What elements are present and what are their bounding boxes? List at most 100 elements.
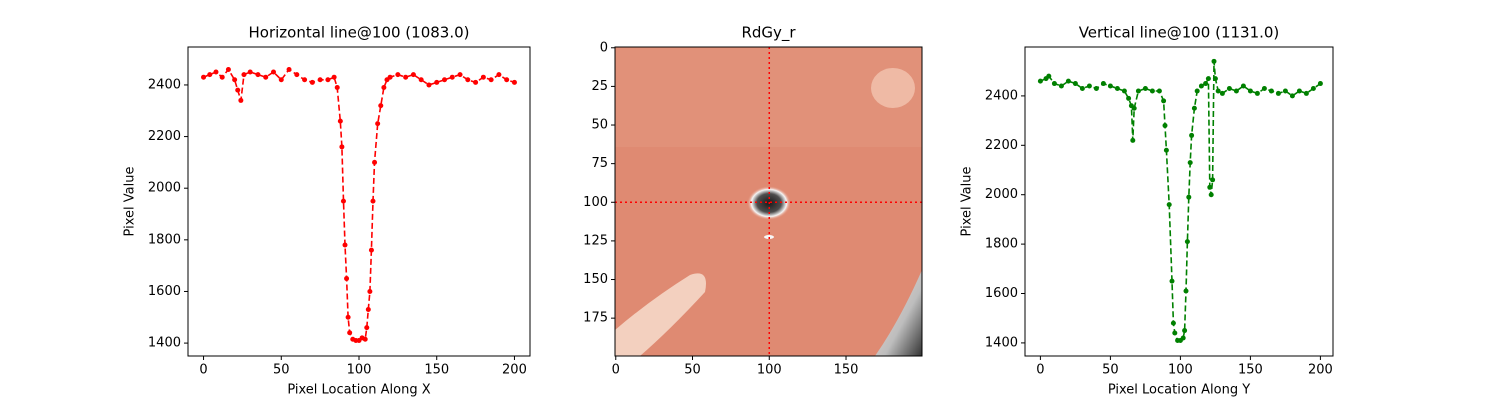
data-point [457, 72, 463, 78]
data-point [1296, 88, 1302, 94]
data-point [347, 330, 353, 336]
y-tick-label: 1400 [985, 335, 1018, 350]
data-point [368, 247, 374, 253]
data-point [1180, 335, 1186, 341]
data-point [309, 79, 315, 85]
chart-title: RdGy_r [741, 24, 796, 43]
data-point [1163, 147, 1169, 153]
axes-frame [614, 46, 923, 357]
data-point [1169, 278, 1175, 284]
data-point [1189, 132, 1195, 138]
data-point [201, 74, 207, 80]
data-point [364, 325, 370, 331]
image [615, 47, 922, 356]
image-shade [615, 47, 922, 147]
data-point [1215, 88, 1221, 94]
axes-frame [1024, 46, 1334, 357]
data-point [238, 97, 244, 103]
x-axis-label: Pixel Location Along Y [1108, 383, 1250, 398]
x-tick-label: 150 [834, 363, 859, 378]
data-point [1198, 83, 1204, 89]
series-line [1040, 61, 1321, 342]
data-point [1208, 192, 1214, 198]
y-tick-label: 125 [583, 233, 608, 248]
data-point [302, 77, 308, 83]
x-tick-label: 50 [684, 363, 701, 378]
data-point [1086, 83, 1092, 89]
data-point [1100, 81, 1106, 87]
data-point [1156, 88, 1162, 94]
data-point [1282, 88, 1288, 94]
data-point [1182, 328, 1188, 334]
chart-title: Horizontal line@100 (1083.0) [248, 24, 469, 42]
data-point [1210, 177, 1216, 183]
data-point [1191, 105, 1197, 111]
data-point [1183, 288, 1189, 294]
data-point [381, 85, 387, 91]
data-point [1289, 93, 1295, 99]
data-point [337, 118, 343, 124]
x-tick-label: 200 [1308, 363, 1333, 378]
data-point [1275, 90, 1281, 96]
data-point [395, 72, 401, 78]
data-point [488, 77, 494, 83]
data-point [1226, 85, 1232, 91]
x-tick-label: 50 [273, 363, 290, 378]
image-blob [615, 273, 706, 356]
data-point [496, 72, 502, 78]
data-point [325, 77, 331, 83]
data-point [1303, 90, 1309, 96]
data-point [1051, 81, 1057, 87]
y-tick-label: 150 [583, 272, 608, 287]
x-tick-label: 50 [1102, 363, 1119, 378]
data-point [1121, 88, 1127, 94]
data-point [1170, 320, 1176, 326]
y-tick-label: 2200 [148, 129, 181, 144]
x-axis-label: Pixel Location Along X [287, 383, 430, 398]
y-tick-label: 2400 [985, 88, 1018, 103]
data-point [344, 276, 350, 282]
x-tick-label: 100 [1168, 363, 1193, 378]
y-tick-label: 1800 [148, 232, 181, 247]
series-line [203, 68, 515, 342]
x-tick-label: 150 [424, 363, 449, 378]
y-tick-label: 1800 [985, 237, 1018, 252]
data-point [1114, 85, 1120, 91]
data-point [263, 74, 269, 80]
data-point [1186, 194, 1192, 200]
data-point [1247, 88, 1253, 94]
data-point [434, 79, 440, 85]
x-tick-label: 200 [502, 363, 527, 378]
data-point [387, 74, 393, 80]
data-point [1317, 81, 1323, 87]
data-point [1254, 90, 1260, 96]
y-axis-label: Pixel Value [960, 167, 975, 237]
data-point [504, 77, 510, 83]
data-point [375, 121, 381, 127]
data-point [317, 77, 323, 83]
data-point [1205, 76, 1211, 82]
data-point [1233, 88, 1239, 94]
data-point [442, 77, 447, 83]
y-tick-label: 100 [583, 195, 608, 210]
data-point [1046, 73, 1052, 79]
data-point [294, 72, 300, 78]
data-point [1203, 81, 1209, 87]
data-point [410, 72, 416, 78]
data-point [1261, 85, 1267, 91]
data-point [331, 74, 337, 80]
data-point [1184, 239, 1190, 245]
data-point [370, 198, 376, 204]
data-point [480, 74, 486, 80]
data-point [235, 87, 241, 93]
y-tick-label: 2200 [985, 138, 1018, 153]
y-tick-label: 25 [591, 79, 608, 94]
image-blob [871, 68, 915, 108]
data-point [1161, 98, 1167, 104]
image-corner [875, 270, 922, 356]
y-tick-label: 1600 [985, 286, 1018, 301]
data-point [271, 69, 276, 75]
x-tick-label: 0 [1036, 363, 1044, 378]
data-point [418, 77, 424, 83]
data-point [334, 85, 340, 91]
